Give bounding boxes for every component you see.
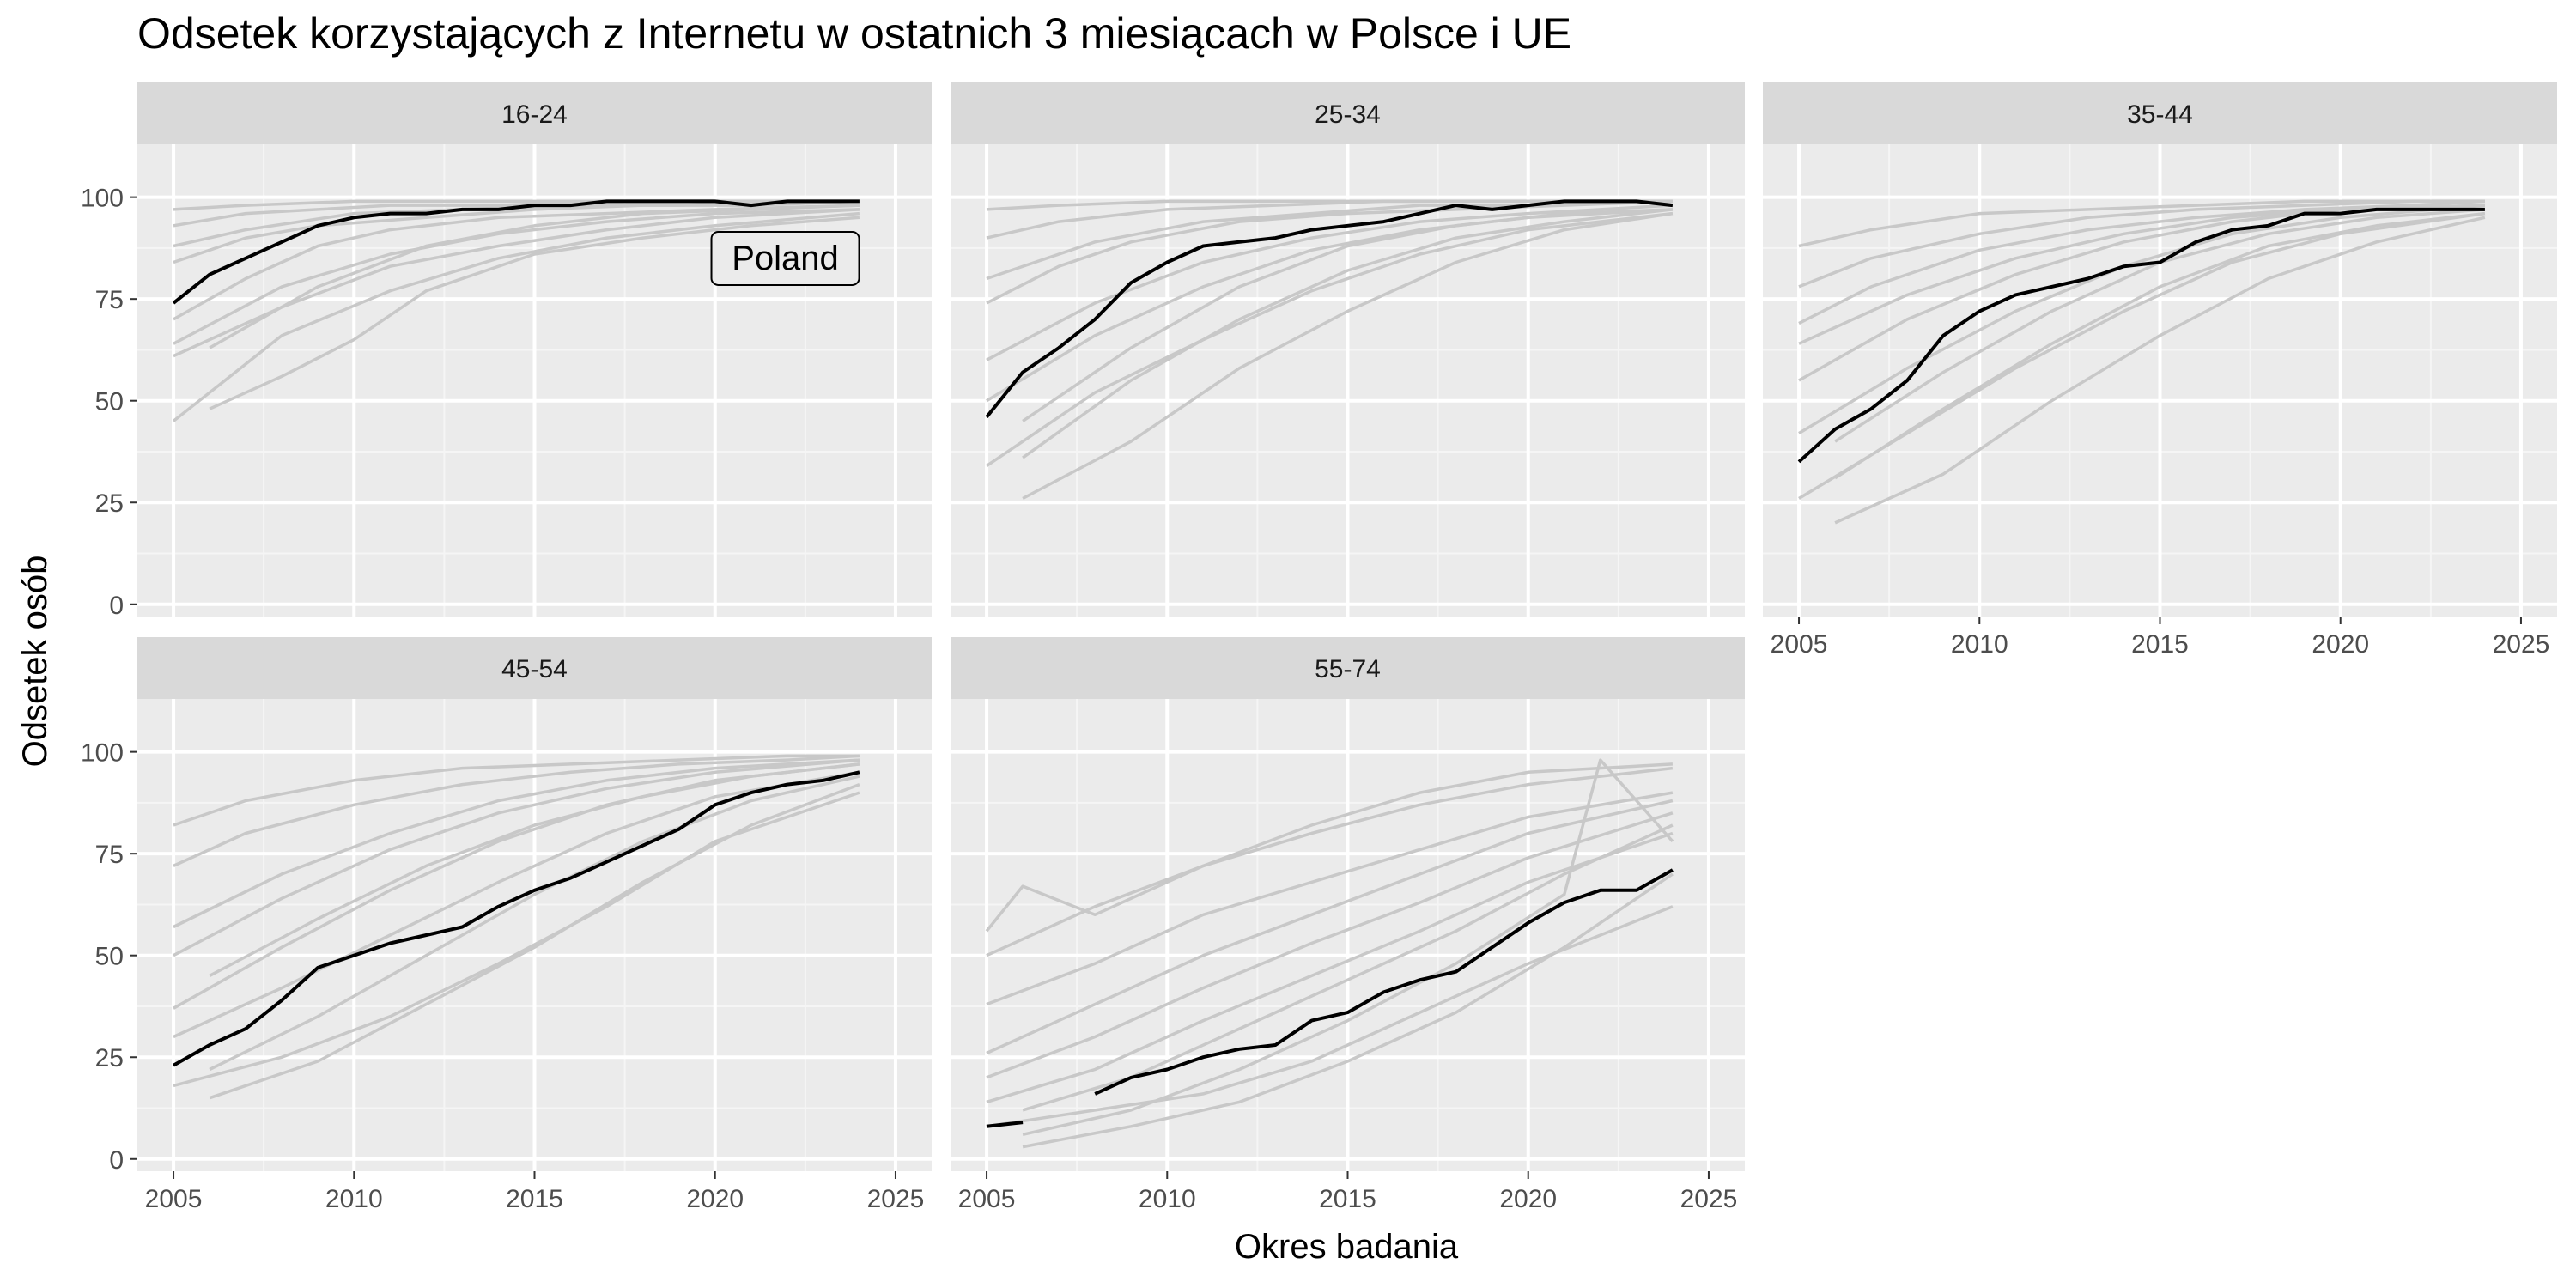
x-tick-label: 2005 xyxy=(1771,630,1828,659)
poland-line xyxy=(1797,207,2485,464)
other-country-line xyxy=(986,799,1674,1055)
other-country-line xyxy=(986,766,1674,957)
other-country-line xyxy=(1834,216,2486,525)
x-tick-label: 2010 xyxy=(1951,630,2008,659)
other-country-line xyxy=(172,211,860,422)
other-country-line xyxy=(209,204,860,349)
poland-line xyxy=(985,199,1674,418)
facet-strip-label: 25-34 xyxy=(1315,100,1381,129)
other-country-line xyxy=(173,199,860,264)
y-tick-label: 100 xyxy=(81,739,124,768)
facet-strip-label: 55-74 xyxy=(1315,655,1381,683)
poland-line xyxy=(172,199,860,305)
other-country-line xyxy=(1798,199,2485,289)
other-country-line xyxy=(1022,211,1674,501)
y-tick-label: 25 xyxy=(95,1044,124,1072)
other-country-line xyxy=(173,762,860,1010)
y-tick-label: 75 xyxy=(95,841,124,869)
other-country-line xyxy=(986,905,1674,1128)
facet-strip xyxy=(951,82,1745,144)
other-country-line xyxy=(986,211,1674,468)
facet-panel-35-44: 35-44 2005 2010 2015 2020 2025 xyxy=(1763,82,2557,659)
x-tick-label: 2025 xyxy=(867,1185,925,1213)
y-tick-label: 75 xyxy=(95,286,124,314)
other-country-line xyxy=(209,782,860,1100)
poland-line xyxy=(173,770,860,1067)
y-tick-label: 50 xyxy=(95,943,124,971)
poland-line xyxy=(1094,868,1674,1096)
other-country-line xyxy=(1834,211,2486,480)
other-country-line xyxy=(173,758,860,929)
x-tick-label: 2010 xyxy=(1139,1185,1196,1213)
facet-panel-16-24: 16-24 Poland 0 25 50 75 100 xyxy=(81,82,932,620)
x-tick-label: 2025 xyxy=(1680,1185,1738,1213)
facet-strip xyxy=(137,637,932,699)
poland-label: Poland xyxy=(732,240,839,277)
x-axis-label: Okres badania xyxy=(1235,1228,1459,1266)
other-country-line xyxy=(986,811,1674,1079)
other-country-line xyxy=(173,770,860,1039)
other-country-line xyxy=(1798,199,2485,325)
facet-strip xyxy=(137,82,932,144)
facet-strip xyxy=(1763,82,2557,144)
poland-label-box xyxy=(710,230,860,286)
x-tick-label: 2020 xyxy=(686,1185,744,1213)
y-tick-label: 0 xyxy=(109,592,124,620)
x-tick-label: 2025 xyxy=(2493,630,2550,659)
other-country-line xyxy=(986,204,1673,361)
facet-strip-label: 35-44 xyxy=(2127,100,2193,129)
other-country-line xyxy=(985,762,1673,933)
facet-panel-45-54: 45-54 0 25 50 75 100 2005 2010 2015 2020 2025 xyxy=(81,637,932,1213)
x-tick-label: 2015 xyxy=(1319,1185,1376,1213)
y-tick-label: 0 xyxy=(109,1146,124,1175)
other-country-line xyxy=(209,775,860,1072)
facet-panel-25-34: 25-34 xyxy=(951,82,1745,617)
facet-panels: 16-24 Poland 0 25 50 75 100 25-34 35-44 2005 2010 2… xyxy=(81,82,2557,1213)
other-country-line xyxy=(1022,208,1674,459)
other-country-line xyxy=(1022,208,1673,422)
y-tick-label: 50 xyxy=(95,388,124,416)
other-country-line xyxy=(1022,758,1674,1137)
other-country-line xyxy=(209,762,860,977)
other-country-line xyxy=(173,791,860,1088)
other-country-line xyxy=(986,831,1674,1104)
facet-strip xyxy=(951,637,1745,699)
facet-panel-55-74: 55-74 2005 2010 2015 2020 2025 xyxy=(951,637,1745,1213)
x-tick-label: 2005 xyxy=(958,1185,1016,1213)
y-tick-label: 100 xyxy=(81,185,124,213)
y-axis-label: Odsetek osób xyxy=(16,556,54,768)
facet-strip-label: 16-24 xyxy=(501,100,568,129)
x-tick-label: 2015 xyxy=(2131,630,2189,659)
other-country-line xyxy=(173,754,860,867)
chart-title: Odsetek korzystających z Internetu w ost… xyxy=(137,9,1571,58)
x-tick-label: 2015 xyxy=(506,1185,563,1213)
x-tick-label: 2020 xyxy=(1499,1185,1557,1213)
other-country-line xyxy=(986,791,1674,1006)
x-tick-label: 2010 xyxy=(325,1185,383,1213)
x-tick-label: 2020 xyxy=(2312,630,2369,659)
x-tick-label: 2005 xyxy=(145,1185,203,1213)
other-country-line xyxy=(209,216,860,410)
other-country-line xyxy=(1022,872,1674,1149)
other-country-line xyxy=(1798,204,2485,345)
poland-line xyxy=(986,1121,1024,1128)
other-country-line xyxy=(173,758,860,957)
facet-strip-label: 45-54 xyxy=(501,655,568,683)
other-country-line xyxy=(173,754,860,827)
y-tick-label: 25 xyxy=(95,489,124,518)
